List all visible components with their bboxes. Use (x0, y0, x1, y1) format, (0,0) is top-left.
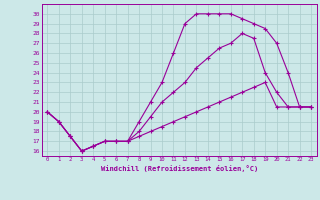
X-axis label: Windchill (Refroidissement éolien,°C): Windchill (Refroidissement éolien,°C) (100, 165, 258, 172)
